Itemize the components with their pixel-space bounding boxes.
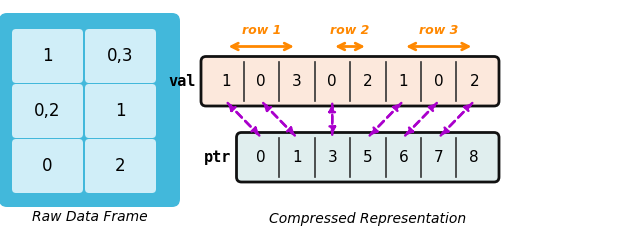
- Text: 0,2: 0,2: [35, 102, 61, 120]
- Text: 3: 3: [328, 150, 337, 165]
- Text: 3: 3: [292, 74, 301, 89]
- Text: 2: 2: [363, 74, 372, 89]
- Text: 6: 6: [398, 150, 408, 165]
- Text: 0,3: 0,3: [108, 47, 134, 65]
- FancyBboxPatch shape: [12, 139, 83, 193]
- FancyBboxPatch shape: [201, 56, 499, 106]
- Text: 0: 0: [257, 150, 266, 165]
- FancyBboxPatch shape: [0, 13, 180, 207]
- Text: row 1: row 1: [241, 23, 281, 36]
- Text: row 3: row 3: [419, 23, 458, 36]
- Text: row 2: row 2: [330, 23, 370, 36]
- Text: 2: 2: [115, 157, 126, 175]
- Text: val: val: [168, 74, 196, 89]
- Text: 1: 1: [115, 102, 126, 120]
- FancyBboxPatch shape: [12, 84, 83, 138]
- Text: Raw Data Frame: Raw Data Frame: [32, 210, 148, 224]
- Text: 0: 0: [42, 157, 52, 175]
- Text: 0: 0: [257, 74, 266, 89]
- FancyBboxPatch shape: [85, 29, 156, 83]
- Text: 0: 0: [434, 74, 444, 89]
- Text: 5: 5: [363, 150, 372, 165]
- FancyBboxPatch shape: [237, 132, 499, 182]
- Text: 1: 1: [399, 74, 408, 89]
- FancyBboxPatch shape: [12, 29, 83, 83]
- Text: 8: 8: [469, 150, 479, 165]
- Text: Compressed Representation: Compressed Representation: [269, 212, 467, 226]
- Text: 2: 2: [469, 74, 479, 89]
- FancyBboxPatch shape: [85, 139, 156, 193]
- FancyBboxPatch shape: [85, 84, 156, 138]
- Text: 7: 7: [434, 150, 444, 165]
- Text: 1: 1: [292, 150, 301, 165]
- Text: 1: 1: [42, 47, 53, 65]
- Text: 0: 0: [328, 74, 337, 89]
- Text: ptr: ptr: [204, 150, 232, 165]
- Text: 1: 1: [221, 74, 230, 89]
